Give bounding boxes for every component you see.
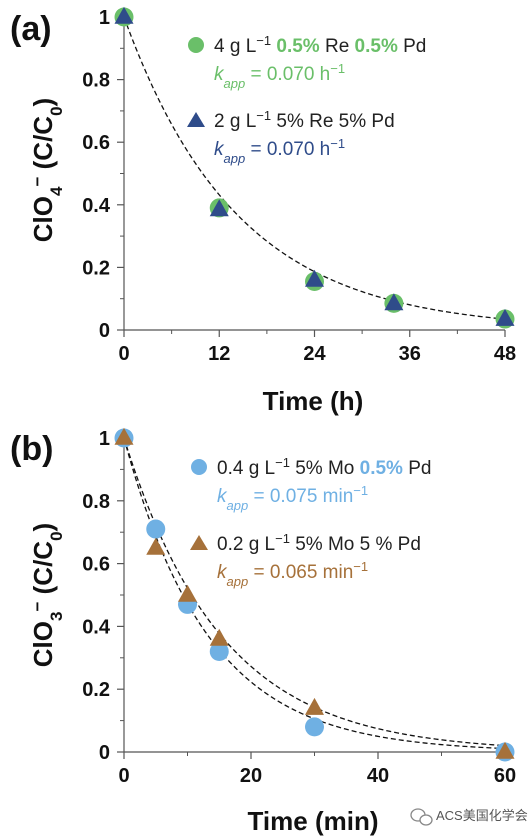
data-point-triangle bbox=[305, 697, 324, 715]
panel-a-data-points bbox=[114, 6, 515, 329]
panel-b-axes: 0 0.2 0.4 0.6 0.8 1 0 20 40 60 bbox=[82, 428, 516, 787]
data-point-triangle bbox=[146, 537, 166, 555]
panel-b-y-axis-title: ClO3− (C/C0) bbox=[28, 523, 66, 667]
y-title-b-sub0: 0 bbox=[47, 531, 66, 540]
y-tick-label: 0 bbox=[99, 742, 110, 764]
wechat-icon bbox=[410, 808, 433, 826]
panel-b-label: (b) bbox=[10, 430, 53, 468]
fit-curve bbox=[123, 16, 506, 320]
y-tick-label: 0.2 bbox=[82, 679, 110, 701]
panel-a-fit-curves bbox=[123, 16, 506, 320]
data-point-triangle bbox=[384, 293, 404, 311]
data-point-circle bbox=[146, 519, 166, 539]
legend-a-kapp-2: kapp = 0.070 h−1 bbox=[214, 136, 345, 166]
y-title-a-part2: (C/C bbox=[28, 116, 58, 177]
legend-a-triangle-marker bbox=[187, 112, 205, 127]
legend-b-kapp-1: kapp = 0.075 min−1 bbox=[217, 483, 368, 513]
y-tick-label: 0.8 bbox=[82, 70, 110, 92]
y-title-b-part1: ClO bbox=[28, 621, 58, 667]
data-point-triangle bbox=[114, 427, 134, 445]
panel-a-y-axis-title: ClO4− (C/C0) bbox=[28, 98, 66, 242]
legend-b-entry-1: 0.4 g L−1 5% Mo 0.5% Pd bbox=[217, 455, 431, 480]
y-title-a-part1: ClO bbox=[28, 196, 58, 242]
panel-a-x-axis-title: Time (h) bbox=[263, 386, 364, 416]
y-tick-label: 1 bbox=[99, 428, 110, 450]
x-tick-label: 24 bbox=[303, 343, 326, 365]
y-tick-label: 0.4 bbox=[82, 616, 111, 638]
legend-a-entry-2: 2 g L−1 5% Re 5% Pd bbox=[214, 108, 395, 133]
data-point-triangle bbox=[209, 628, 229, 646]
y-tick-label: 0 bbox=[99, 320, 110, 342]
svg-text:ClO3− (C/C0): ClO3− (C/C0) bbox=[28, 523, 66, 667]
watermark-text: ACS美国化学会 bbox=[436, 808, 528, 823]
y-title-b-sub: 3 bbox=[47, 612, 66, 621]
x-tick-label: 20 bbox=[240, 765, 262, 787]
x-tick-label: 60 bbox=[494, 765, 516, 787]
x-tick-label: 0 bbox=[118, 765, 129, 787]
panel-b: (b) ClO3− (C/C0) 00.20.40.60.810 20 40 60 T… bbox=[10, 427, 516, 836]
data-point-circle bbox=[209, 642, 229, 662]
data-point-triangle bbox=[209, 199, 229, 217]
y-title-b-part2: (C/C bbox=[28, 541, 58, 602]
y-tick-label: 0.4 bbox=[82, 195, 111, 217]
data-point-triangle bbox=[114, 6, 134, 24]
data-point-triangle bbox=[495, 308, 515, 326]
y-tick-label: 0.2 bbox=[82, 257, 110, 279]
y-title-a-sub: 4 bbox=[47, 186, 66, 196]
legend-b-triangle-marker bbox=[190, 535, 208, 550]
x-tick-label: 12 bbox=[208, 343, 230, 365]
y-title-a-sub0: 0 bbox=[47, 106, 66, 115]
legend-a-circle-marker bbox=[188, 37, 204, 53]
y-tick-label: 0.6 bbox=[82, 554, 110, 576]
x-tick-label: 48 bbox=[494, 343, 516, 365]
x-tick-label: 0 bbox=[118, 343, 129, 365]
y-tick-label: 0.6 bbox=[82, 132, 110, 154]
y-title-a-part3: ) bbox=[28, 98, 58, 107]
data-point-triangle bbox=[178, 584, 197, 602]
x-tick-label: 40 bbox=[367, 765, 389, 787]
legend-b-circle-marker bbox=[191, 459, 207, 475]
svg-text:ClO4− (C/C0): ClO4− (C/C0) bbox=[28, 98, 66, 242]
y-tick-label: 1 bbox=[99, 7, 110, 29]
panel-b-data-points bbox=[114, 427, 515, 762]
data-point-circle bbox=[305, 717, 324, 737]
x-tick-label: 36 bbox=[399, 343, 421, 365]
panel-b-legend: 0.4 g L−1 5% Mo 0.5% Pd kapp = 0.075 min… bbox=[190, 455, 431, 589]
legend-b-entry-2: 0.2 g L−1 5% Mo 5 % Pd bbox=[217, 531, 421, 556]
y-title-b-sup: − bbox=[28, 602, 47, 612]
watermark: ACS美国化学会 bbox=[410, 808, 528, 826]
legend-b-kapp-2: kapp = 0.065 min−1 bbox=[217, 559, 368, 589]
legend-a-kapp-1: kapp = 0.070 h−1 bbox=[214, 61, 345, 91]
panel-a: (a) ClO4− (C/C0) 00.20.40.60.810 12 24 36 48… bbox=[10, 6, 516, 416]
y-title-a-sup: − bbox=[28, 177, 47, 187]
y-tick-label: 0.8 bbox=[82, 491, 110, 513]
y-title-b-part3: ) bbox=[28, 523, 58, 532]
panel-a-label: (a) bbox=[10, 10, 52, 48]
legend-a-entry-1: 4 g L−1 0.5% Re 0.5% Pd bbox=[214, 33, 426, 58]
data-point-triangle bbox=[305, 269, 324, 287]
panel-a-axes: 0 0.2 0.4 0.6 0.8 1 0 12 24 36 48 bbox=[82, 7, 516, 365]
panel-a-legend: 4 g L−1 0.5% Re 0.5% Pd kapp = 0.070 h−1… bbox=[187, 33, 426, 166]
data-point-triangle bbox=[495, 741, 515, 759]
panel-b-x-axis-title: Time (min) bbox=[248, 806, 379, 836]
